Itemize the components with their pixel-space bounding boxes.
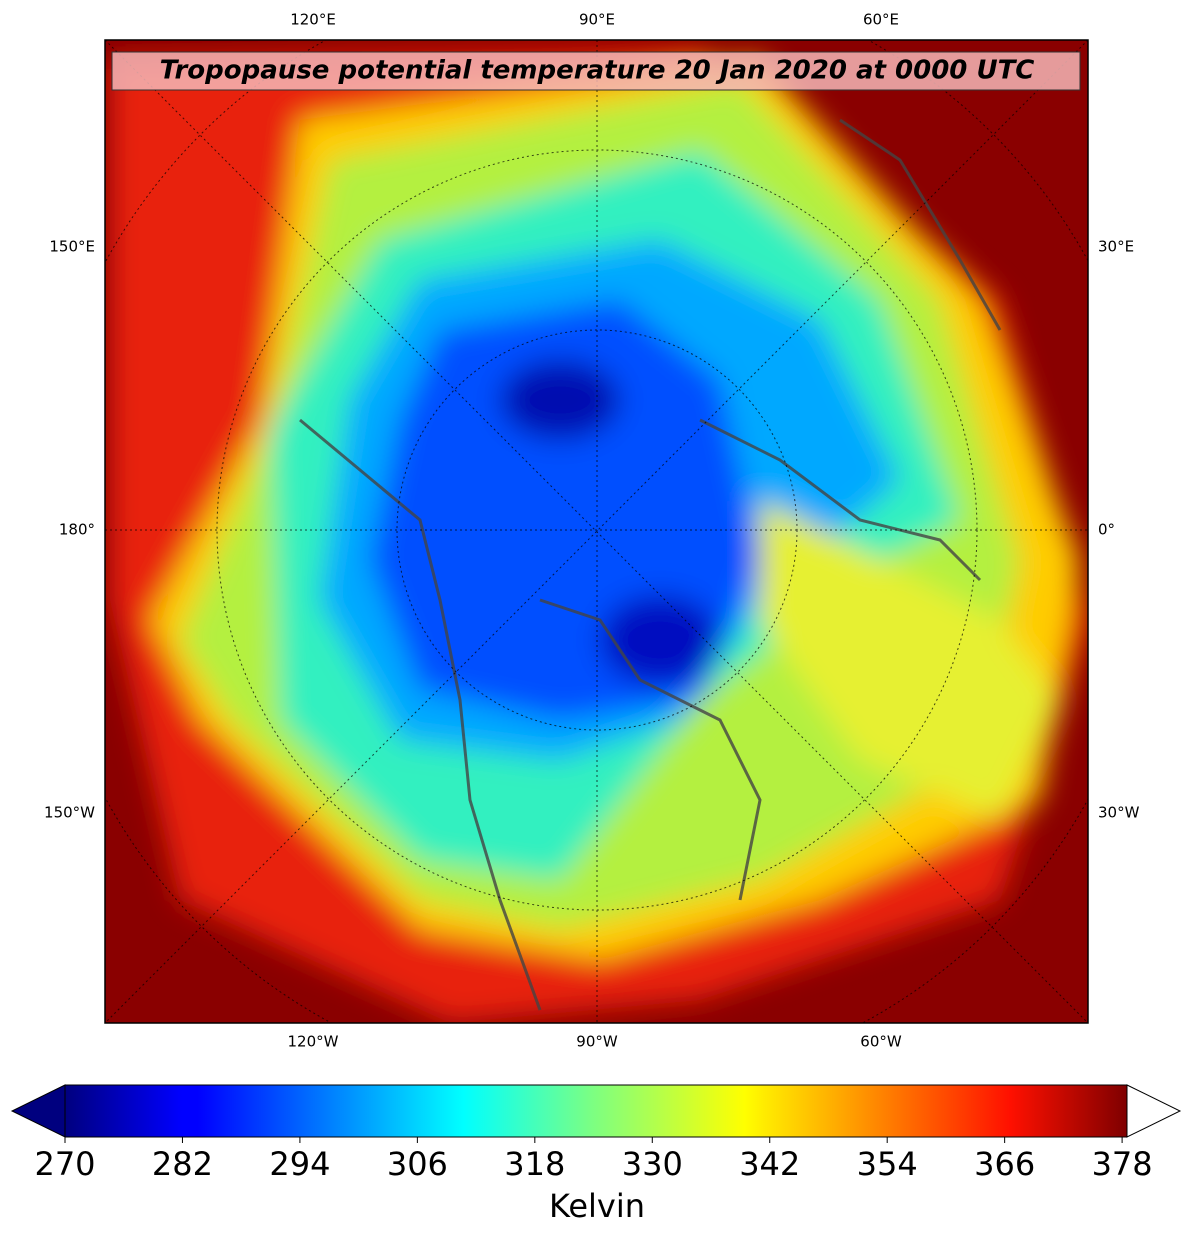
colorbar-extend-max — [1126, 1084, 1182, 1138]
lon-label: 60°E — [863, 11, 899, 29]
map-frame — [104, 39, 1089, 1024]
colorbar-tick-label: 366 — [974, 1145, 1035, 1183]
colorbar-tick-label: 282 — [152, 1145, 213, 1183]
lon-label: 30°W — [1098, 804, 1140, 822]
lon-label: 90°W — [576, 1033, 618, 1051]
colorbar-fill — [65, 1085, 1127, 1137]
title: Tropopause potential temperature 20 Jan … — [160, 56, 1035, 86]
lon-label: 120°W — [288, 1033, 339, 1051]
colorbar-extend-min — [10, 1084, 66, 1138]
colorbar-tick-label: 318 — [504, 1145, 565, 1183]
colorbar-tick-label: 270 — [34, 1145, 95, 1183]
colorbar-tick-label: 378 — [1092, 1145, 1153, 1183]
lon-label: 30°E — [1098, 238, 1134, 256]
colorbar-tick-label: 294 — [269, 1145, 330, 1183]
colorbar-label: Kelvin — [549, 1187, 645, 1225]
lon-label: 180° — [59, 521, 95, 539]
colorbar: Kelvin 270 282 294 306 318 330 342 354 366 378 — [10, 1084, 1182, 1225]
lon-label: 150°W — [44, 804, 95, 822]
colorbar-frame — [64, 1084, 1128, 1138]
map-field — [105, 40, 1088, 1023]
lon-label: 0° — [1098, 521, 1115, 539]
lon-label: 90°E — [579, 11, 615, 29]
lon-label: 150°E — [49, 238, 95, 256]
colorbar-tick-label: 342 — [739, 1145, 800, 1183]
colorbar-tick-label: 306 — [387, 1145, 448, 1183]
title-box — [111, 51, 1081, 91]
lon-label: 60°W — [860, 1033, 902, 1051]
colorbar-tick-label: 330 — [622, 1145, 683, 1183]
lon-label: 120°E — [290, 11, 336, 29]
colorbar-tick-label: 354 — [857, 1145, 918, 1183]
